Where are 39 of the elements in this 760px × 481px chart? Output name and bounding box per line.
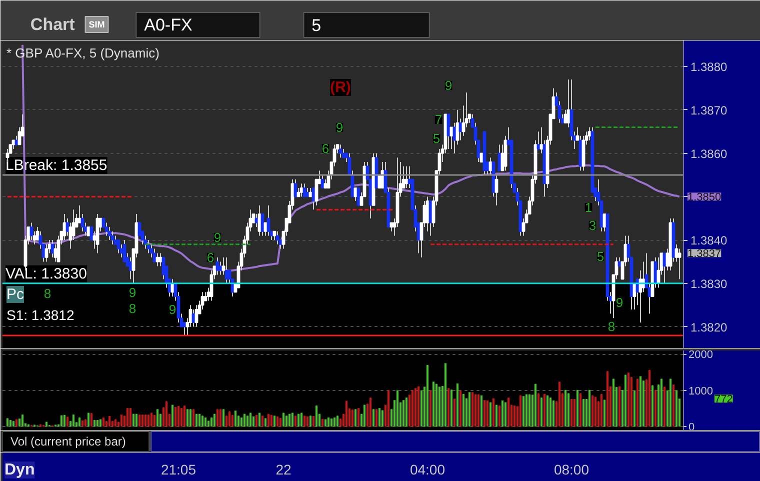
x-tick-label: 04:00 [410, 462, 446, 478]
annotation: 8 [128, 301, 136, 316]
y-tick-label: 1.3820 [690, 320, 728, 334]
annotation: Pc [6, 286, 25, 303]
annotation: 9 [214, 230, 222, 245]
text: 5 [312, 16, 322, 35]
annotation: 7 [434, 112, 442, 127]
annotation: 6 [206, 250, 214, 265]
annotation: 9 [616, 295, 624, 310]
annotation: 9 [444, 78, 452, 93]
annotation: 1 [584, 200, 592, 215]
annotation: S1: 1.3812 [6, 307, 74, 323]
ref-line-label: VAL: 1.3830 [6, 265, 87, 282]
annotation: 6 [322, 141, 330, 156]
annotation: 5 [596, 249, 604, 264]
annotation: 9 [336, 120, 344, 135]
x-tick-label: 08:00 [554, 462, 590, 478]
y-tick-label: 1.3870 [690, 103, 728, 118]
y-tick-label: 1.3880 [690, 60, 728, 74]
annotation: (R) [330, 79, 351, 96]
text: A0-FX [144, 16, 192, 34]
y-tick-label: 1.3840 [690, 234, 728, 248]
text: SIM [88, 20, 105, 30]
annotation: 9 [128, 285, 136, 300]
annotation: 9 [168, 302, 176, 317]
annotation: 8 [44, 286, 52, 301]
y-tick-label: 2000 [688, 349, 713, 362]
y-tick-label: 1000 [688, 385, 713, 398]
text: Vol (current price bar) [10, 434, 126, 448]
y-tick-label: 1.3830 [690, 276, 728, 291]
annotation: 3 [588, 218, 596, 233]
x-tick-label: 22 [276, 462, 292, 478]
x-tick-label: 21:05 [160, 462, 196, 478]
text: 772 [714, 394, 733, 406]
y-tick-label: 1.3860 [690, 146, 728, 161]
annotation: 8 [608, 319, 616, 334]
annotation: 5 [432, 131, 440, 146]
text: Dyn [4, 462, 35, 478]
text: Chart [30, 15, 76, 34]
